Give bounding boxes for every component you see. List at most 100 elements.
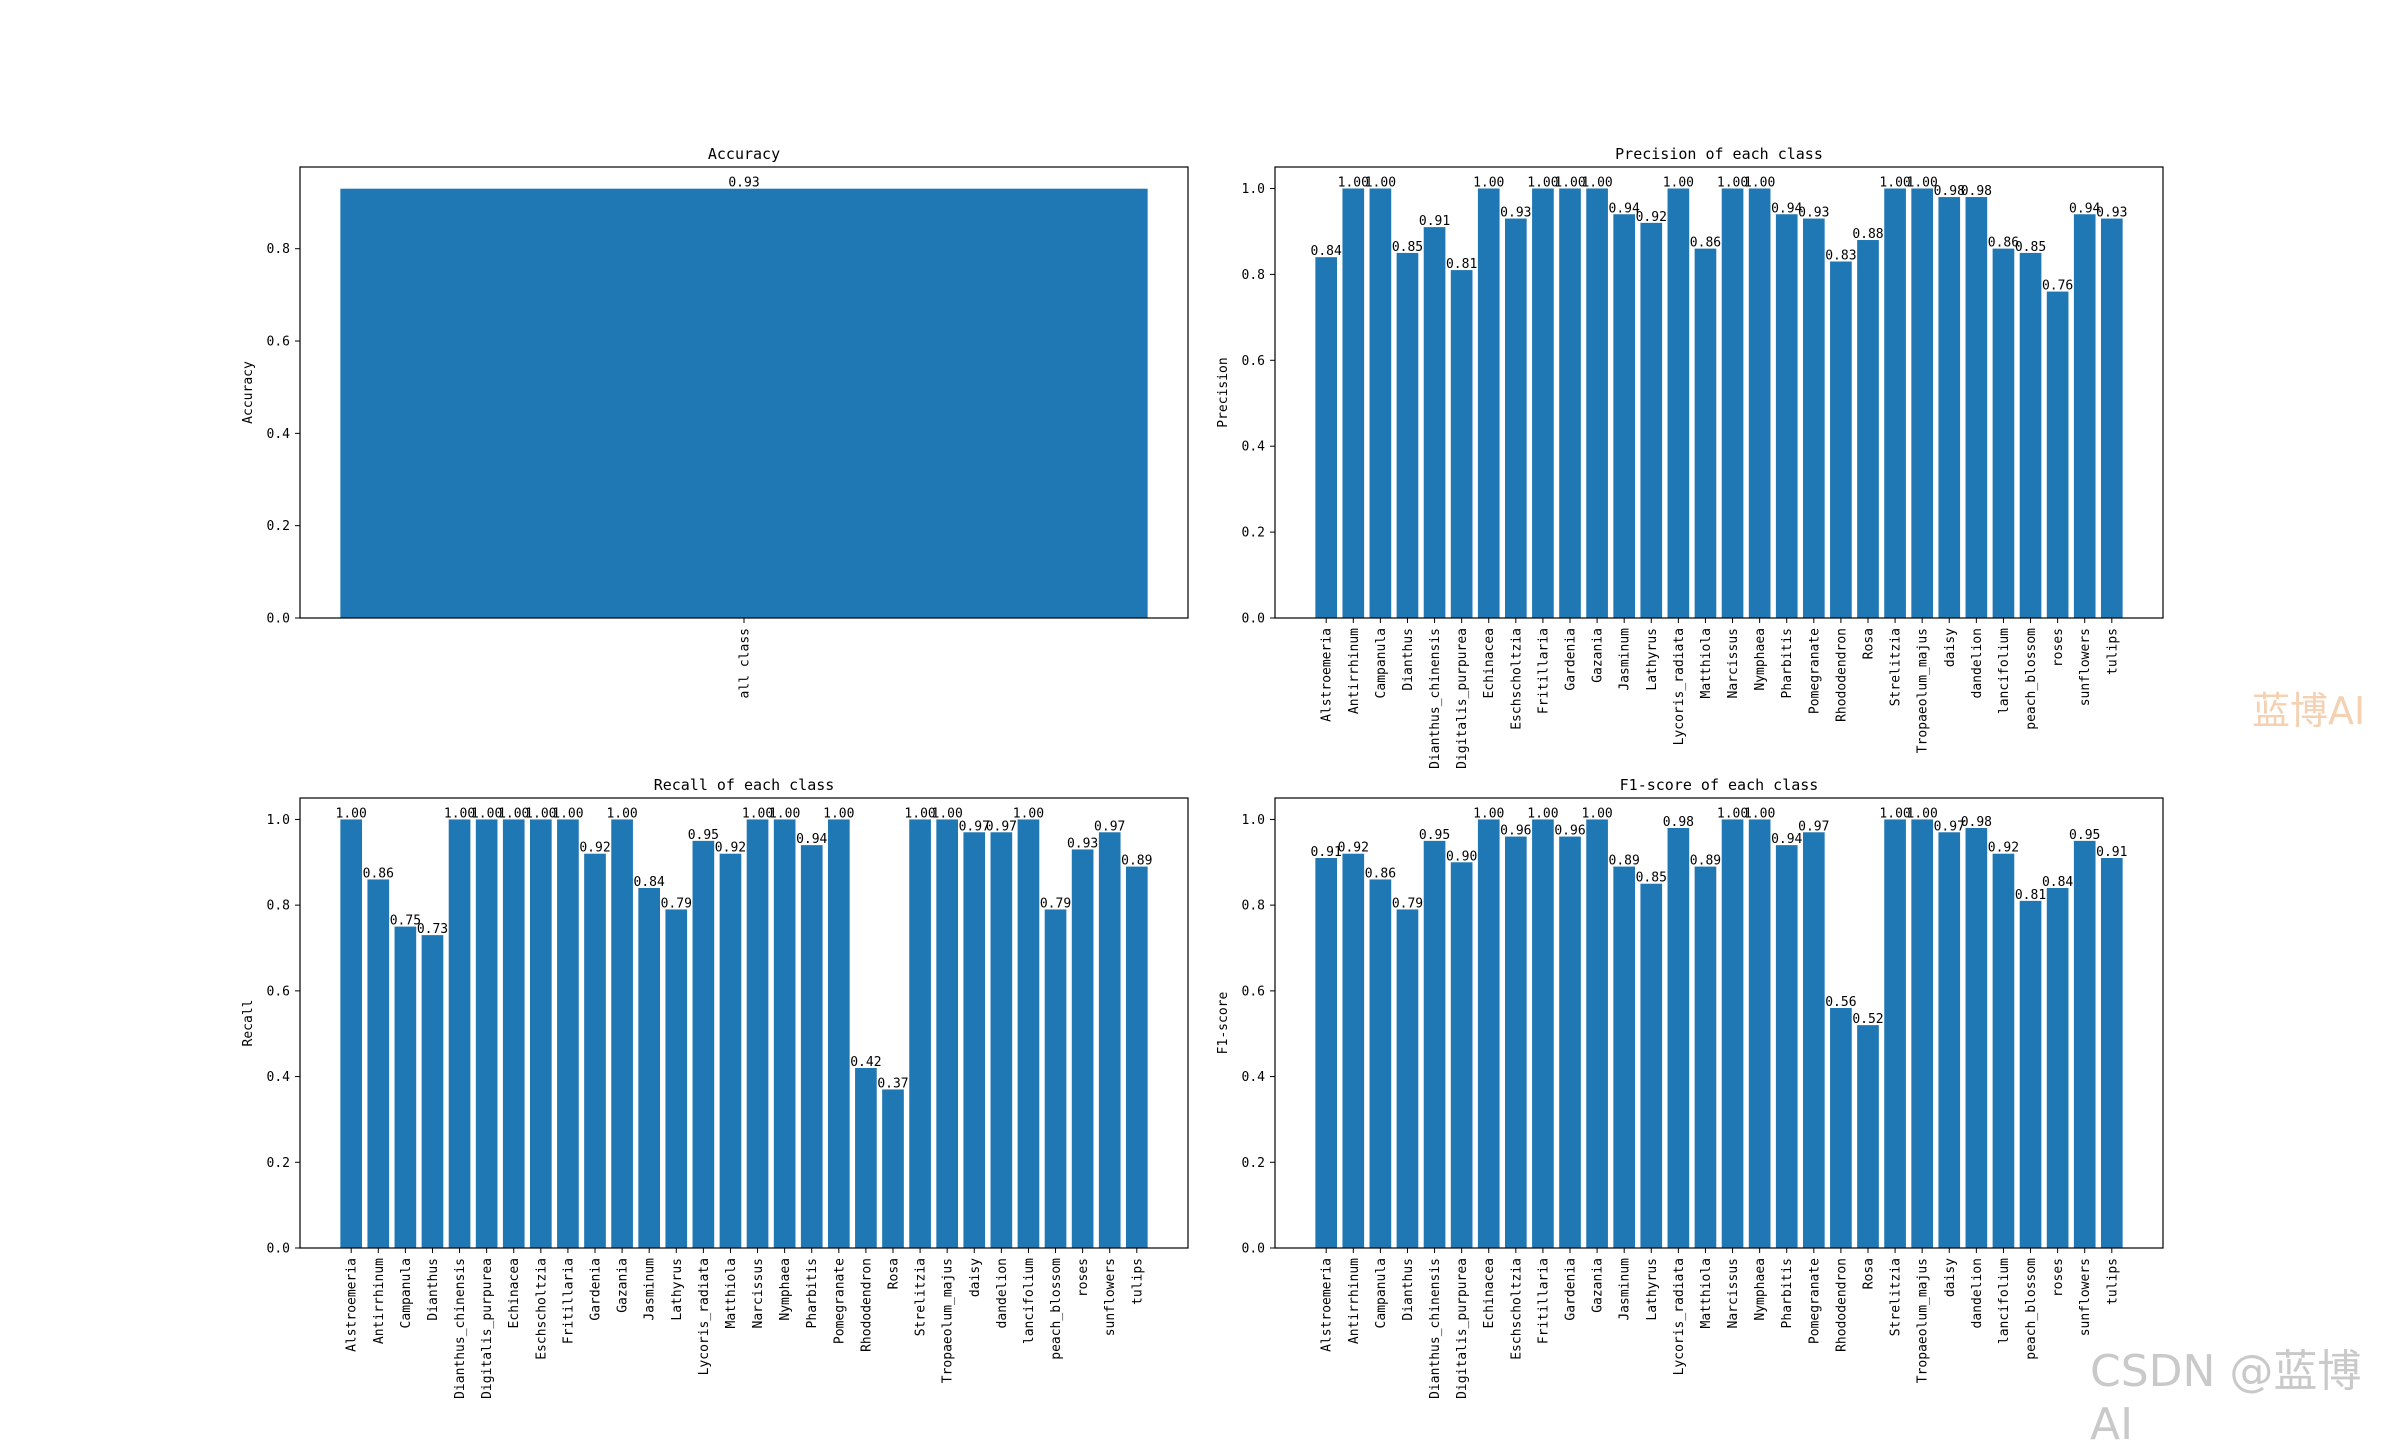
- bar-Pomegranate: [827, 819, 850, 1248]
- x-tick-label: Alstroemeria: [1320, 628, 1335, 722]
- bar-Matthiola: [1694, 248, 1717, 619]
- x-tick-label: Rhododendron: [859, 1258, 874, 1352]
- y-tick-label: 0.2: [267, 1156, 290, 1171]
- value-label: 0.92: [579, 841, 610, 856]
- value-label: 0.96: [1554, 824, 1585, 839]
- x-tick-label: Strelitzia: [914, 1258, 929, 1336]
- bar-Rosa: [882, 1089, 904, 1248]
- bar-Gazania: [1586, 819, 1608, 1248]
- bar-Jasminum: [1613, 214, 1636, 618]
- bar-Tropaeolum_majus: [936, 819, 959, 1248]
- x-tick-label: Campanula: [1374, 1258, 1389, 1328]
- bar-Campanula: [1369, 879, 1392, 1248]
- y-tick-label: 0.0: [267, 1242, 290, 1257]
- x-tick-label: Campanula: [1374, 628, 1389, 698]
- x-tick-label: Alstroemeria: [1320, 1258, 1335, 1352]
- bar-dandelion: [1965, 197, 1988, 618]
- bar-Digitalis_purpurea: [1450, 862, 1473, 1248]
- value-label: 0.75: [390, 914, 421, 929]
- value-label: 1.00: [1744, 175, 1775, 190]
- bar-Fritillaria: [557, 819, 579, 1248]
- bar-Tropaeolum_majus: [1911, 188, 1934, 619]
- value-label: 1.00: [1907, 175, 1938, 190]
- x-tick-label: Digitalis_purpurea: [1455, 628, 1470, 769]
- bar-Narcissus: [746, 819, 769, 1248]
- value-label: 0.94: [1771, 201, 1802, 216]
- x-tick-label: peach_blossom: [2024, 1258, 2039, 1360]
- value-label: 0.76: [2042, 279, 2073, 294]
- x-tick-label: Narcissus: [751, 1258, 766, 1328]
- value-label: 0.83: [1825, 249, 1856, 264]
- x-tick-label: Pharbitis: [1780, 1258, 1795, 1328]
- bar-Eschscholtzia: [529, 819, 552, 1248]
- x-tick-label: Rosa: [886, 1258, 901, 1289]
- value-label: 0.85: [1636, 871, 1667, 886]
- bar-roses: [1071, 849, 1094, 1248]
- value-label: 1.00: [606, 806, 637, 821]
- bar-tulips: [1125, 866, 1148, 1248]
- bar-Nymphaea: [1748, 819, 1771, 1248]
- bar-Rosa: [1857, 240, 1879, 618]
- value-label: 1.00: [1744, 806, 1775, 821]
- value-label: 0.93: [728, 176, 759, 191]
- value-label: 0.86: [1690, 236, 1721, 251]
- value-label: 0.56: [1825, 995, 1856, 1010]
- value-label: 1.00: [336, 806, 367, 821]
- value-label: 0.37: [877, 1076, 908, 1091]
- x-tick-label: roses: [2051, 1258, 2066, 1297]
- y-tick-label: 0.4: [267, 427, 291, 442]
- value-label: 0.84: [2042, 875, 2073, 890]
- value-label: 1.00: [1879, 806, 1910, 821]
- y-axis-label: Precision: [1216, 357, 1231, 427]
- x-tick-label: Eschscholtzia: [534, 1258, 549, 1360]
- y-tick-label: 0.4: [267, 1070, 291, 1085]
- bar-roses: [2046, 888, 2069, 1248]
- bar-dandelion: [1965, 828, 1988, 1248]
- value-label: 0.98: [1961, 815, 1992, 830]
- x-tick-label: peach_blossom: [1049, 1258, 1064, 1360]
- x-tick-label: Dianthus_chinensis: [1428, 1258, 1443, 1399]
- value-label: 0.92: [1988, 841, 2019, 856]
- x-tick-label: Dianthus_chinensis: [453, 1258, 468, 1399]
- value-label: 1.00: [1365, 175, 1396, 190]
- bar-peach_blossom: [1044, 909, 1067, 1248]
- value-label: 0.79: [661, 896, 692, 911]
- value-label: 0.98: [1961, 184, 1992, 199]
- bar-Gazania: [1586, 188, 1608, 619]
- value-label: 0.93: [2096, 206, 2127, 221]
- value-label: 0.93: [1798, 206, 1829, 221]
- value-label: 0.88: [1852, 227, 1883, 242]
- x-tick-label: Digitalis_purpurea: [1455, 1258, 1470, 1399]
- value-label: 0.96: [1500, 824, 1531, 839]
- bar-Echinacea: [1477, 819, 1500, 1248]
- x-tick-label: tulips: [2105, 1258, 2120, 1305]
- value-label: 1.00: [904, 806, 935, 821]
- bar-Dianthus_chinensis: [1423, 227, 1446, 618]
- value-label: 0.85: [1392, 240, 1423, 255]
- chart-1: 0.841.001.000.850.910.811.000.931.001.00…: [1216, 145, 2164, 769]
- value-label: 0.91: [1311, 845, 1342, 860]
- value-label: 0.79: [1040, 896, 1071, 911]
- y-tick-label: 0.8: [267, 899, 290, 914]
- bar-Lathyrus: [1640, 222, 1663, 618]
- x-tick-label: Lathyrus: [1645, 1258, 1660, 1321]
- bar-Gardenia: [584, 853, 606, 1248]
- x-tick-label: Pomegranate: [1807, 628, 1822, 714]
- value-label: 0.95: [1419, 828, 1450, 843]
- x-tick-label: Narcissus: [1726, 1258, 1741, 1328]
- value-label: 0.97: [1094, 819, 1125, 834]
- x-tick-label: Gardenia: [1564, 1258, 1579, 1321]
- x-tick-label: tulips: [1130, 1258, 1145, 1305]
- y-axis-label: Accuracy: [241, 361, 256, 424]
- bar-Tropaeolum_majus: [1911, 819, 1934, 1248]
- bar-dandelion: [990, 832, 1013, 1248]
- bar-Antirrhinum: [1342, 853, 1365, 1248]
- x-tick-label: Echinacea: [1482, 628, 1497, 698]
- bar-Gardenia: [1559, 188, 1581, 619]
- value-label: 1.00: [769, 806, 800, 821]
- x-tick-label: Pomegranate: [1807, 1258, 1822, 1344]
- value-label: 1.00: [1338, 175, 1369, 190]
- chart-title: Recall of each class: [654, 776, 835, 794]
- bar-roses: [2046, 291, 2069, 618]
- metrics-figure: 0.93 0.0 0.2 0.4 0.6 0.8 all class Accuracy Accu…: [241, 145, 2164, 1399]
